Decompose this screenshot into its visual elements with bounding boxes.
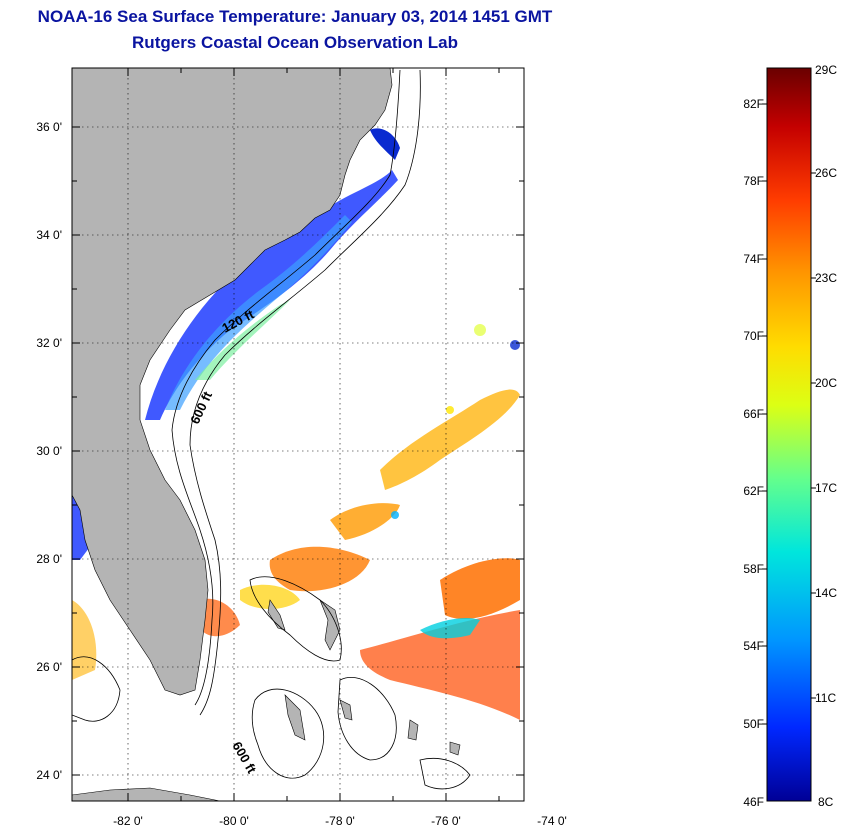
lon-label: -82 0' [113, 814, 143, 828]
colorbar-f-label: 50F [743, 717, 764, 731]
colorbar-f-label: 46F [743, 795, 764, 809]
graticule [72, 68, 524, 801]
colorbar-f-label: 78F [743, 174, 764, 188]
land-bahamas [267, 599, 461, 756]
lat-label: 28 0' [36, 552, 62, 566]
lat-label: 30 0' [36, 444, 62, 458]
lon-label: -80 0' [219, 814, 249, 828]
lon-label: -76 0' [431, 814, 461, 828]
colorbar-f-label: 54F [743, 639, 764, 653]
colorbar-scale [766, 67, 812, 802]
land-cuba [72, 787, 221, 801]
depth-contours [72, 69, 471, 790]
colorbar-c-label: 8C [818, 795, 834, 809]
colorbar-f-label: 58F [743, 562, 764, 576]
colorbar-c-label: 11C [815, 691, 836, 705]
lon-label: -78 0' [325, 814, 355, 828]
colorbar-c-label: 29C [815, 63, 837, 77]
lat-label: 32 0' [36, 336, 62, 350]
axis-ticks [72, 68, 524, 801]
land-us-east-coast [72, 68, 393, 696]
colorbar-c-label: 20C [815, 376, 837, 390]
lat-label: 24 0' [36, 768, 62, 782]
colorbar-c-label: 23C [815, 271, 837, 285]
colorbar-f-label: 82F [743, 97, 764, 111]
colorbar-f-label: 66F [743, 407, 764, 421]
lat-label: 36 0' [36, 120, 62, 134]
lat-label: 34 0' [36, 228, 62, 242]
lat-label: 26 0' [36, 660, 62, 674]
map-frame [71, 67, 525, 802]
map-subtitle: Rutgers Coastal Ocean Observation Lab [132, 33, 458, 52]
colorbar-f-label: 62F [743, 484, 764, 498]
colorbar-f-label: 74F [743, 252, 764, 266]
colorbar-c-label: 17C [815, 481, 837, 495]
colorbar-c-label: 14C [815, 586, 837, 600]
map-title: NOAA-16 Sea Surface Temperature: January… [37, 7, 553, 26]
lon-label: -74 0' [537, 814, 567, 828]
colorbar-f-label: 70F [743, 329, 764, 343]
colorbar: 82F 78F 74F 70F 66F 62F 58F 54F 50F 46F … [743, 63, 837, 809]
colorbar-c-label: 26C [815, 166, 837, 180]
